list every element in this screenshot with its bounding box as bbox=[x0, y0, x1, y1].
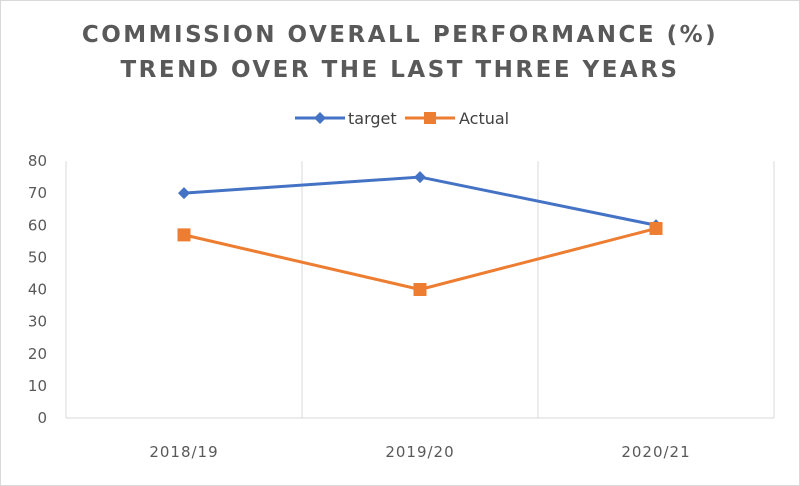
x-tick-label-2018-19: 2018/19 bbox=[149, 443, 218, 461]
data-point-target-0 bbox=[178, 187, 190, 200]
data-point-actual-1 bbox=[413, 283, 427, 296]
x-tick-label-2020-21: 2020/21 bbox=[621, 443, 690, 461]
chart-title-line-2: TREND OVER THE LAST THREE YEARS bbox=[120, 57, 680, 83]
chart-title-line-1: COMMISSION OVERALL PERFORMANCE (%) bbox=[81, 22, 719, 48]
y-tick-label-60: 60 bbox=[28, 216, 47, 234]
legend-marker-target bbox=[314, 112, 326, 124]
y-tick-label-10: 10 bbox=[28, 377, 47, 395]
y-tick-label-50: 50 bbox=[28, 248, 47, 266]
legend-label-target: target bbox=[348, 109, 397, 128]
x-tick-label-2019-20: 2019/20 bbox=[385, 443, 454, 461]
y-tick-label-30: 30 bbox=[28, 313, 47, 331]
data-point-actual-2 bbox=[649, 221, 663, 235]
legend-marker-actual bbox=[424, 112, 436, 124]
data-point-target-1 bbox=[414, 171, 426, 184]
y-tick-label-70: 70 bbox=[28, 184, 47, 202]
y-tick-label-40: 40 bbox=[28, 281, 47, 299]
y-tick-label-0: 0 bbox=[37, 409, 47, 427]
y-tick-label-80: 80 bbox=[28, 152, 47, 170]
series-line-target bbox=[183, 175, 657, 227]
data-point-actual-0 bbox=[177, 228, 191, 242]
y-tick-label-20: 20 bbox=[28, 345, 47, 363]
legend-label-actual: Actual bbox=[459, 109, 509, 128]
series-line-actual bbox=[183, 227, 657, 291]
chart-title: COMMISSION OVERALL PERFORMANCE (%) TREND… bbox=[0, 18, 800, 88]
